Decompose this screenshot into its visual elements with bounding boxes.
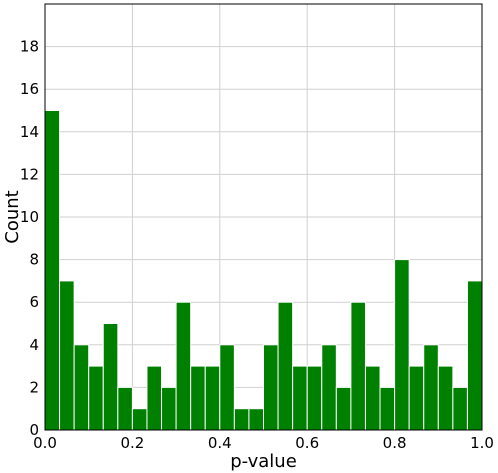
- histogram-bar: [292, 365, 308, 431]
- histogram-bar: [452, 386, 468, 431]
- histogram-bar: [306, 365, 323, 431]
- histogram-bar: [350, 301, 366, 431]
- y-tick-label: 4: [29, 336, 39, 354]
- x-tick-label: 0.6: [295, 434, 319, 452]
- histogram-bar: [131, 408, 148, 431]
- y-tick-label: 10: [20, 208, 39, 226]
- x-tick-label: 0.4: [208, 434, 232, 452]
- histogram-bar: [466, 280, 483, 431]
- histogram-bar: [408, 365, 425, 431]
- x-axis-label: p-value: [230, 451, 297, 472]
- histogram-bar: [321, 344, 337, 431]
- histogram-bar: [102, 323, 119, 431]
- y-tick-label: 12: [20, 165, 39, 183]
- histogram-bar: [117, 386, 133, 431]
- y-tick-label: 6: [29, 293, 39, 311]
- y-tick-label: 8: [29, 251, 39, 269]
- histogram-bar: [233, 408, 250, 431]
- histogram-bar: [204, 365, 221, 431]
- histogram-bar: [219, 344, 235, 431]
- histogram-bar: [277, 301, 294, 431]
- histogram-bar: [44, 110, 61, 431]
- y-tick-label: 18: [20, 38, 39, 56]
- x-tick-label: 0.8: [383, 434, 407, 452]
- histogram-bars: [44, 110, 483, 431]
- y-tick-labels: 0 2 4 6 8 10 12 14 16 18: [20, 38, 39, 439]
- histogram-bar: [437, 365, 454, 431]
- histogram-bar: [146, 365, 163, 431]
- histogram-bar: [263, 344, 279, 431]
- y-tick-label: 2: [29, 378, 39, 396]
- histogram-bar: [335, 386, 352, 431]
- x-tick-labels: 0.0 0.2 0.4 0.6 0.8 1.0: [33, 434, 494, 452]
- histogram-bar: [248, 408, 265, 431]
- y-axis-label: Count: [2, 190, 23, 243]
- histogram-bar: [394, 259, 410, 431]
- y-tick-label: 14: [20, 123, 39, 141]
- histogram-bar: [73, 344, 90, 431]
- histogram-bar: [175, 301, 192, 431]
- y-tick-label: 16: [20, 80, 39, 98]
- histogram-bar: [423, 344, 439, 431]
- x-tick-label: 0.0: [33, 434, 57, 452]
- histogram-bar: [88, 365, 104, 431]
- histogram-bar: [364, 365, 381, 431]
- histogram-bar: [379, 386, 396, 431]
- plot-frame: [44, 3, 483, 431]
- y-tick-label: 0: [29, 421, 39, 439]
- x-tick-label: 1.0: [470, 434, 494, 452]
- histogram-bar: [161, 386, 177, 431]
- histogram-bar: [190, 365, 206, 431]
- histogram-bar: [59, 280, 75, 431]
- x-tick-label: 0.2: [120, 434, 144, 452]
